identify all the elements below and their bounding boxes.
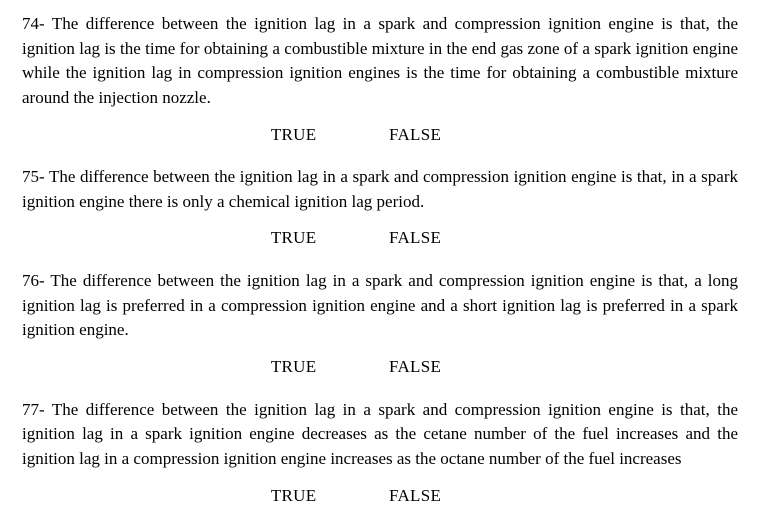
question-76-true[interactable]: TRUE (271, 355, 317, 380)
question-74-choices: TRUE FALSE (22, 123, 738, 148)
question-76: 76- The difference between the ignition … (22, 269, 738, 343)
question-74: 74- The difference between the ignition … (22, 12, 738, 111)
question-75-choices: TRUE FALSE (22, 226, 738, 251)
question-75-true[interactable]: TRUE (271, 226, 317, 251)
question-77-false[interactable]: FALSE (389, 484, 441, 509)
question-76-choices: TRUE FALSE (22, 355, 738, 380)
question-74-false[interactable]: FALSE (389, 123, 441, 148)
question-77-text: 77- The difference between the ignition … (22, 400, 738, 468)
question-77-true[interactable]: TRUE (271, 484, 317, 509)
question-75-false[interactable]: FALSE (389, 226, 441, 251)
question-74-true[interactable]: TRUE (271, 123, 317, 148)
question-74-text: 74- The difference between the ignition … (22, 14, 738, 107)
question-76-text: 76- The difference between the ignition … (22, 271, 738, 339)
question-75-text: 75- The difference between the ignition … (22, 167, 738, 211)
question-75: 75- The difference between the ignition … (22, 165, 738, 214)
question-77: 77- The difference between the ignition … (22, 398, 738, 472)
question-77-choices: TRUE FALSE (22, 484, 738, 509)
question-76-false[interactable]: FALSE (389, 355, 441, 380)
